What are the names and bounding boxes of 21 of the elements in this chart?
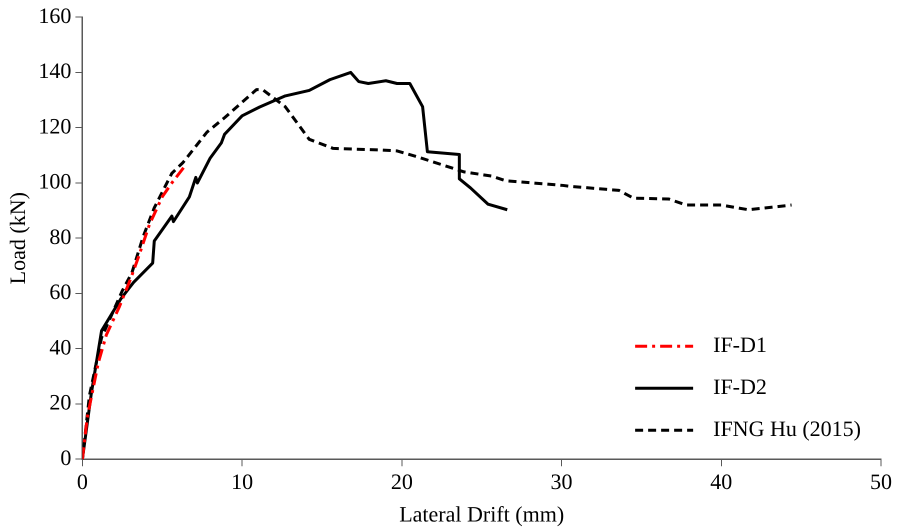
x-tick-label: 50 xyxy=(870,469,892,494)
y-tick-label: 0 xyxy=(60,444,72,470)
y-tick-label: 140 xyxy=(38,58,72,84)
x-tick-label: 10 xyxy=(231,469,254,494)
x-tick-label: 40 xyxy=(710,469,732,494)
y-tick-label: 120 xyxy=(38,113,72,138)
x-tick-label: 30 xyxy=(550,469,573,494)
y-tick-label: 40 xyxy=(49,334,72,360)
y-tick-label: 160 xyxy=(38,2,72,28)
y-axis-title: Load (kN) xyxy=(4,192,30,284)
line-series xyxy=(82,164,186,460)
legend-label: IF-D2 xyxy=(713,374,767,399)
legend-label: IFNG Hu (2015) xyxy=(713,416,862,441)
legend-label: IF-D1 xyxy=(713,332,767,357)
x-axis-title: Lateral Drift (mm) xyxy=(399,502,564,527)
x-tick-label: 0 xyxy=(76,469,88,494)
y-tick-label: 80 xyxy=(49,224,72,249)
y-tick-label: 60 xyxy=(49,279,72,304)
x-tick-label: 20 xyxy=(390,469,413,494)
y-tick-label: 20 xyxy=(49,390,72,415)
y-tick-label: 100 xyxy=(38,168,72,194)
